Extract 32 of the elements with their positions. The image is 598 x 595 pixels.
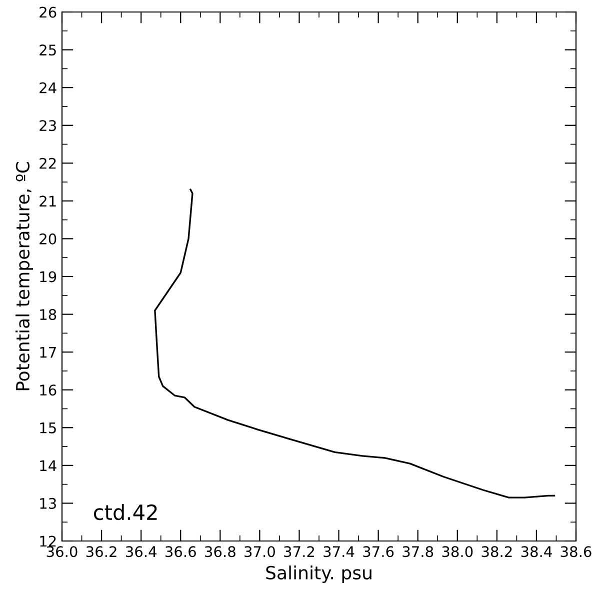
y-tick-label: 19: [40, 271, 56, 282]
x-tick-label: 36.4: [126, 546, 156, 558]
y-tick-label: 17: [40, 346, 56, 358]
y-tick-label: 14: [40, 460, 56, 471]
x-tick-label: 37.2: [284, 546, 314, 558]
x-tick-label: 37.8: [402, 546, 434, 558]
annotation: ctd.42: [94, 504, 157, 520]
y-tick-label: 13: [40, 498, 56, 509]
x-tick-label: 37.6: [363, 546, 394, 558]
y-tick-label: 16: [40, 384, 56, 396]
y-tick-label: 23: [40, 120, 56, 132]
x-tick-label: 38.4: [521, 546, 552, 558]
y-tick-label: 21: [40, 196, 56, 206]
x-axis-title: Salinity. psu: [266, 566, 372, 584]
x-tick-label: 38.6: [560, 546, 592, 558]
y-tick-label: 18: [40, 309, 56, 320]
y-tick-label: 26: [40, 6, 56, 18]
x-tick-label: 37.0: [244, 546, 275, 558]
y-tick-label: 15: [40, 422, 56, 434]
x-tick-label: 36.8: [205, 546, 236, 558]
x-tick-label: 36.0: [46, 546, 78, 558]
y-tick-label: 12: [40, 536, 56, 547]
x-tick-label: 36.2: [86, 546, 116, 558]
y-tick-label: 24: [40, 82, 56, 94]
x-tick-label: 36.6: [165, 546, 196, 558]
y-tick-label: 22: [40, 158, 56, 169]
y-axis-title: Potential temperature, ºC: [16, 162, 34, 390]
x-tick-label: 38.0: [442, 546, 473, 558]
y-tick-label: 25: [40, 44, 56, 56]
x-tick-label: 37.4: [324, 546, 354, 558]
y-tick-label: 20: [40, 233, 56, 244]
x-tick-label: 38.2: [482, 546, 512, 558]
